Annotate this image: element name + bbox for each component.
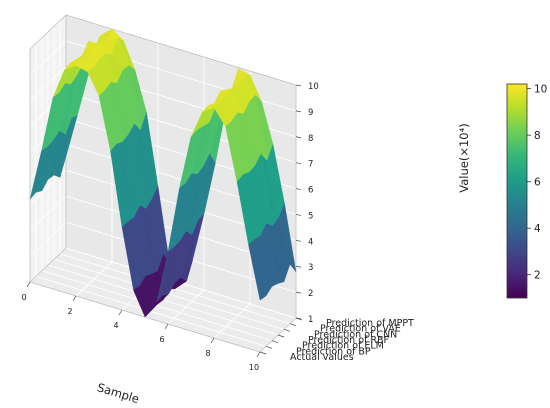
z-tick-label: 1 — [308, 315, 313, 325]
floor-grid-s — [35, 275, 267, 347]
x-tick-mark — [210, 337, 215, 344]
x-tick-label: 0 — [21, 293, 26, 302]
left-grid-z — [29, 40, 67, 76]
x-tick-mark — [72, 295, 77, 302]
x-tick-label: 10 — [249, 363, 259, 372]
x-axis-ticks: 0 2 4 6 8 10 — [21, 281, 261, 372]
z-tick-mark — [295, 110, 302, 113]
z-tick-mark — [295, 188, 302, 190]
z-tick-label: 6 — [308, 186, 313, 196]
x-tick-label: 8 — [205, 349, 210, 358]
x-axis-label: Sample — [96, 380, 141, 406]
z-tick-label: 2 — [308, 289, 313, 299]
x-tick-mark — [26, 281, 31, 288]
series-tick-mark — [289, 323, 297, 326]
series-tick-mark — [259, 351, 267, 355]
series-tick-label: Prediction of ELM — [302, 341, 384, 352]
series-tick-mark — [283, 329, 291, 332]
box-edge — [29, 14, 67, 50]
floor-grid-s — [53, 258, 285, 330]
z-tick-mark — [295, 239, 302, 242]
left-grid-z — [29, 221, 67, 257]
z-tick-label: 9 — [308, 108, 313, 118]
surface — [29, 28, 297, 318]
z-axis-ticks: 1 2 3 4 5 6 7 8 9 10 — [295, 82, 319, 325]
colorbar-tick-label: 8 — [534, 130, 541, 142]
z-tick-mark — [295, 136, 302, 139]
colorbar-tick-label: 4 — [534, 223, 541, 235]
series-tick-label: Actual values — [290, 352, 354, 363]
colorbar: 2 4 6 8 10 — [506, 83, 547, 299]
colorbar-bar — [506, 83, 528, 299]
box-edge — [29, 247, 67, 283]
z-tick-mark — [295, 214, 302, 216]
left-grid-z — [29, 66, 67, 102]
series-tick-label: Prediction of CNN — [314, 329, 397, 340]
colorbar-ticks: 2 4 6 8 10 — [527, 84, 547, 282]
z-tick-label: 3 — [308, 263, 313, 273]
z-tick-mark — [295, 291, 302, 294]
z-tick-label: 4 — [308, 237, 313, 247]
box-edge — [65, 14, 297, 86]
z-tick-label: 10 — [308, 82, 319, 92]
x-tick-mark — [118, 309, 123, 316]
z-tick-mark — [295, 317, 302, 320]
series-tick-label: Prediction of MPPT — [326, 318, 414, 329]
z-tick-mark — [295, 265, 302, 268]
z-axis-label: Value(×10⁴) — [457, 123, 471, 192]
x-tick-label: 6 — [159, 335, 164, 344]
series-tick-label: Prediction of VAE — [320, 324, 401, 335]
series-tick-mark — [265, 346, 273, 349]
z-tick-mark — [295, 84, 302, 87]
surface-facet — [248, 238, 267, 301]
z-tick-label: 7 — [308, 160, 313, 170]
colorbar-tick-label: 2 — [534, 270, 541, 282]
x-tick-label: 2 — [67, 307, 72, 316]
z-tick-label: 8 — [308, 134, 313, 144]
x-tick-label: 4 — [113, 321, 118, 330]
x-tick-mark — [256, 351, 261, 358]
series-tick-mark — [271, 340, 279, 343]
z-tick-mark — [295, 162, 302, 165]
z-tick-label: 5 — [308, 211, 313, 221]
series-tick-label: Prediction of RBF — [308, 335, 389, 346]
floor-grid-s — [41, 270, 273, 342]
series-tick-label: Prediction of BP — [296, 346, 371, 357]
colorbar-tick-label: 6 — [534, 177, 541, 189]
series-tick-mark — [277, 334, 285, 338]
x-tick-mark — [164, 323, 169, 330]
colorbar-tick-label: 10 — [534, 84, 547, 96]
left-grid-z — [29, 195, 67, 231]
box-edges — [29, 14, 297, 353]
